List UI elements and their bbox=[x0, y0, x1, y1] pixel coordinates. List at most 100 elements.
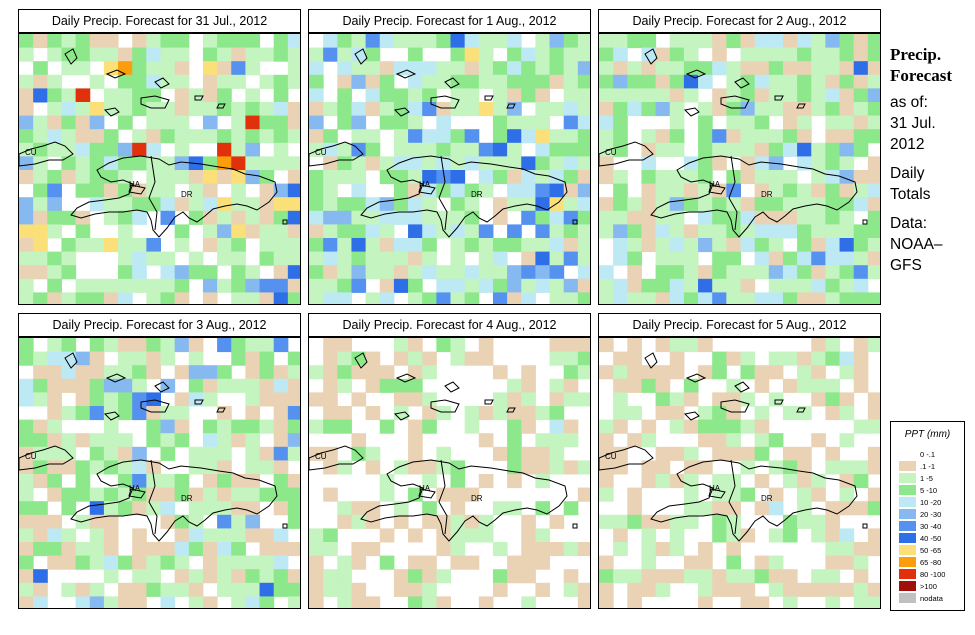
precip-cell bbox=[436, 129, 451, 144]
coastline-path bbox=[572, 219, 578, 225]
precip-cell bbox=[160, 419, 176, 434]
precip-cell bbox=[655, 338, 671, 353]
data-label-line3: GFS bbox=[890, 257, 922, 274]
precip-cell bbox=[535, 129, 551, 144]
precip-cell bbox=[160, 170, 176, 185]
precip-cell bbox=[408, 142, 423, 157]
precip-cell bbox=[641, 419, 657, 434]
precip-cell bbox=[393, 34, 409, 49]
precip-cell bbox=[351, 555, 367, 570]
precip-cell bbox=[217, 251, 232, 266]
coastline-path bbox=[430, 95, 460, 109]
precip-cell bbox=[61, 433, 77, 448]
precip-cell bbox=[231, 338, 246, 353]
precip-cell bbox=[599, 170, 614, 185]
precip-cell bbox=[217, 102, 232, 117]
coastline-path bbox=[309, 445, 364, 471]
precip-cell bbox=[309, 74, 324, 89]
precip-cell bbox=[507, 501, 522, 516]
precip-cell bbox=[436, 74, 451, 89]
precip-cell bbox=[47, 265, 62, 280]
precip-cell bbox=[245, 365, 261, 380]
precip-cell bbox=[839, 142, 855, 157]
region-label-haiti: HA bbox=[419, 180, 431, 189]
precip-cell bbox=[174, 265, 190, 280]
precip-cell bbox=[464, 351, 480, 366]
precip-cell bbox=[273, 115, 289, 130]
precip-cell bbox=[577, 210, 590, 225]
precip-cell bbox=[521, 74, 536, 89]
precip-cell bbox=[188, 197, 204, 212]
precip-cell bbox=[75, 156, 91, 171]
precip-cell bbox=[309, 102, 324, 117]
precip-cell bbox=[797, 102, 812, 117]
panel-title: Daily Precip. Forecast for 5 Aug., 2012 bbox=[598, 313, 881, 337]
precip-cell bbox=[365, 102, 381, 117]
precip-cell bbox=[273, 569, 289, 584]
precip-cell bbox=[754, 596, 770, 608]
precip-cell bbox=[323, 446, 338, 461]
precip-cell bbox=[768, 555, 784, 570]
precip-cell bbox=[188, 514, 204, 529]
precip-cell bbox=[507, 555, 522, 570]
precip-cell bbox=[174, 47, 190, 62]
precip-cell bbox=[408, 378, 423, 393]
precip-cell bbox=[712, 34, 727, 49]
precip-cell bbox=[563, 61, 579, 76]
precip-cell bbox=[754, 115, 770, 130]
precip-cell bbox=[365, 446, 381, 461]
precip-cell bbox=[641, 74, 657, 89]
precip-grid bbox=[599, 338, 880, 608]
precip-cell bbox=[75, 474, 91, 489]
precip-cell bbox=[726, 197, 741, 212]
precip-cell bbox=[867, 115, 880, 130]
precip-cell bbox=[118, 265, 133, 280]
precip-cell bbox=[655, 582, 671, 597]
precip-cell bbox=[75, 278, 91, 293]
precip-cell bbox=[422, 210, 437, 225]
precip-cell bbox=[867, 265, 880, 280]
precip-cell bbox=[726, 582, 741, 597]
precip-cell bbox=[259, 47, 275, 62]
precip-cell bbox=[217, 501, 232, 516]
region-label-cuba: CU bbox=[25, 452, 37, 461]
precip-cell bbox=[89, 142, 105, 157]
precip-cell bbox=[698, 102, 713, 117]
precip-cell bbox=[287, 265, 300, 280]
precip-cell bbox=[365, 351, 381, 366]
precip-cell bbox=[146, 392, 161, 407]
precip-cell bbox=[627, 338, 642, 353]
precip-cell bbox=[768, 47, 784, 62]
precip-cell bbox=[422, 61, 437, 76]
precip-cell bbox=[839, 351, 855, 366]
precip-cell bbox=[740, 582, 756, 597]
precip-cell bbox=[118, 406, 133, 421]
precip-cell bbox=[118, 351, 133, 366]
precip-cell bbox=[641, 238, 657, 253]
precip-cell bbox=[867, 197, 880, 212]
asof-date-line1: 31 Jul. bbox=[890, 115, 936, 132]
precip-cell bbox=[853, 74, 869, 89]
precip-cell bbox=[825, 129, 841, 144]
precip-cell bbox=[103, 528, 119, 543]
precip-cell bbox=[698, 74, 713, 89]
precip-cell bbox=[478, 406, 494, 421]
precip-cell bbox=[132, 74, 147, 89]
precip-cell bbox=[19, 102, 34, 117]
precip-cell bbox=[245, 569, 261, 584]
precip-cell bbox=[478, 142, 494, 157]
precip-cell bbox=[478, 265, 494, 280]
coastline-outline bbox=[599, 352, 868, 542]
precip-cell bbox=[450, 238, 466, 253]
precip-cell bbox=[563, 433, 579, 448]
precip-cell bbox=[782, 74, 798, 89]
precip-cell bbox=[259, 351, 275, 366]
precip-cell bbox=[174, 542, 190, 557]
precip-cell bbox=[811, 278, 826, 293]
precip-cell bbox=[464, 197, 480, 212]
precip-cell bbox=[740, 197, 756, 212]
precip-cell bbox=[797, 197, 812, 212]
precip-cell bbox=[89, 365, 105, 380]
precip-cell bbox=[726, 210, 741, 225]
precip-cell bbox=[337, 197, 352, 212]
